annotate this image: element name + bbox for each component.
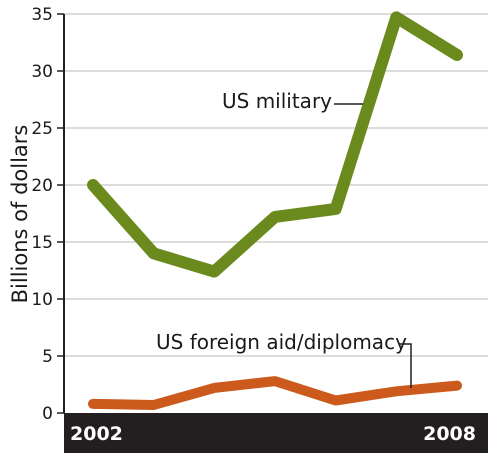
y-tick-label: 25 [31, 119, 53, 139]
x-tick-label: 2008 [423, 423, 476, 445]
y-tick-label: 0 [42, 404, 53, 424]
series-annotations: US military US foreign aid/diplomacy [156, 89, 412, 388]
y-tick-label: 20 [31, 176, 53, 196]
y-tick-label: 5 [42, 347, 53, 367]
x-axis-band [64, 413, 488, 453]
grid-lines [64, 13, 488, 357]
y-tick-labels: 0 5 10 15 20 25 30 35 [31, 5, 64, 424]
series-line-us-military [87, 11, 463, 278]
series-line-us-foreign-aid-diplomacy [88, 376, 462, 410]
series-label-us-foreign-aid: US foreign aid/diplomacy [156, 330, 407, 354]
y-tick-label: 35 [31, 5, 53, 25]
y-tick-label: 15 [31, 233, 53, 253]
series-lines [87, 11, 463, 410]
y-axis-label: Billions of dollars [8, 125, 32, 304]
leader-us-foreign-aid [399, 343, 412, 388]
x-tick-label: 2002 [70, 423, 123, 445]
y-tick-label: 10 [31, 290, 53, 310]
y-tick-label: 30 [31, 62, 53, 82]
x-tick-labels: 2002 2008 [70, 423, 476, 445]
series-label-us-military: US military [222, 89, 332, 113]
